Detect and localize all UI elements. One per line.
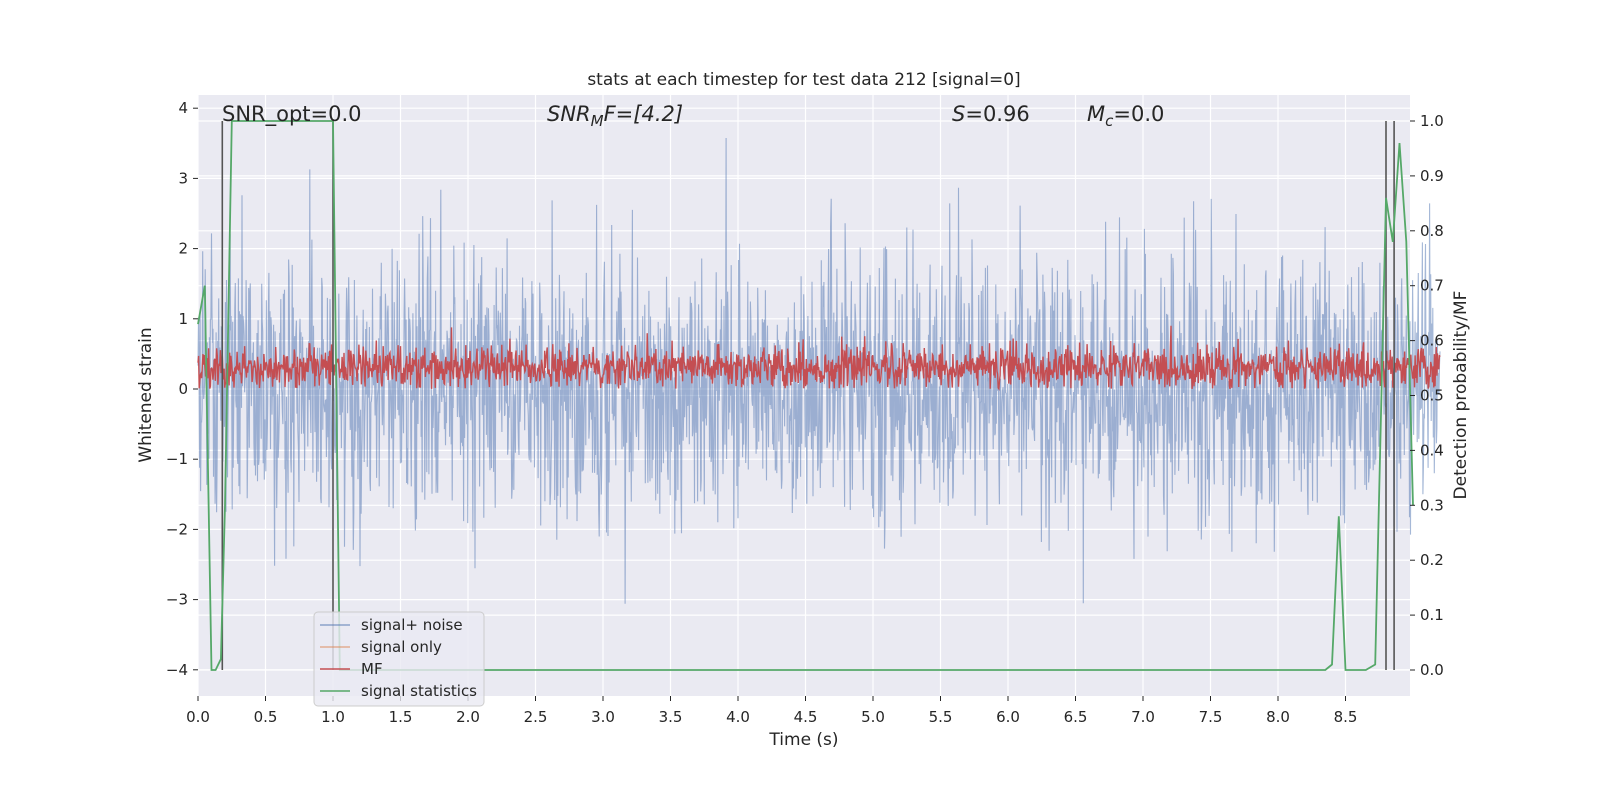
x-tick-label: 3.0 [591,708,615,726]
y-tick-label-right: 1.0 [1420,112,1444,130]
line-mf [197,325,1441,391]
line-signal-statistics [197,120,1414,671]
x-tick-label: 5.5 [929,708,953,726]
x-tick-label: 5.0 [861,708,885,726]
y-tick-label-right: 0.1 [1420,606,1444,624]
series-mf [197,325,1441,391]
annotation-snr-opt: SNR_opt=0.0 [222,102,362,127]
y-tick-label-left: 0 [178,380,188,398]
annotation-s: S=0.96 [952,102,1030,126]
series-signal-statistics [197,120,1414,671]
x-tick-label: 0.0 [186,708,210,726]
legend-label-signal-noise: signal+ noise [361,616,463,634]
series-signal-noise [197,137,1441,604]
x-axis-label: Time (s) [768,730,838,750]
legend-label-mf: MF [361,660,383,678]
y-tick-label-right: 0.0 [1420,661,1444,679]
y-ticks-left: −4 −3 −2 −1 0 1 2 3 4 [166,99,198,679]
legend-label-signal-statistics: signal statistics [361,682,477,700]
y-tick-label-left: −1 [166,450,188,468]
x-tick-label: 4.5 [794,708,818,726]
y-tick-label-left: 1 [178,310,188,328]
x-tick-label: 6.0 [996,708,1020,726]
y-tick-label-right: 0.8 [1420,222,1444,240]
y-tick-label-left: −4 [166,661,188,679]
y-tick-label-right: 0.5 [1420,387,1444,405]
x-tick-label: 4.0 [726,708,750,726]
y-tick-label-right: 0.7 [1420,277,1444,295]
y-tick-label-right: 0.4 [1420,441,1444,459]
legend: signal+ noise signal only MF signal stat… [313,611,485,707]
x-tick-label: 2.5 [524,708,548,726]
x-tick-label: 6.5 [1064,708,1088,726]
x-tick-label: 7.5 [1199,708,1223,726]
x-tick-label: 8.0 [1266,708,1290,726]
y-tick-label-right: 0.6 [1420,332,1444,350]
x-tick-label: 2.0 [456,708,480,726]
y-tick-label-left: −3 [166,591,188,609]
x-tick-label: 1.0 [321,708,345,726]
y-tick-label-right: 0.9 [1420,167,1444,185]
annotation-mc: Mc=0.0 [1087,102,1164,130]
y-ticks-right: 0.0 0.1 0.2 0.3 0.4 0.5 0.6 0.7 0.8 0.9 1.0 [1410,112,1444,679]
x-tick-label: 8.5 [1334,708,1358,726]
x-tick-label: 1.5 [389,708,413,726]
y-tick-label-left: 4 [178,99,188,117]
line-signal-noise [197,137,1441,604]
x-tick-label: 7.0 [1131,708,1155,726]
y-axis-label-left: Whitened strain [136,327,156,462]
y-tick-label-left: 2 [178,240,188,258]
y-tick-label-right: 0.3 [1420,496,1444,514]
x-ticks: 0.0 0.5 1.0 1.5 2.0 2.5 3.0 3.5 4.0 4.5 5.0 5.5 6.0 6… [186,696,1357,726]
y-axis-label-right: Detection probability/MF [1451,291,1471,500]
y-tick-label-left: 3 [178,169,188,187]
y-tick-label-right: 0.2 [1420,551,1444,569]
annotation-snr-mf: SNRMF=[4.2] [547,102,683,130]
x-tick-label: 3.5 [659,708,683,726]
x-tick-label: 0.5 [254,708,278,726]
chart-title: stats at each timestep for test data 212… [587,70,1020,90]
y-tick-label-left: −2 [166,520,188,538]
legend-label-signal-only: signal only [361,638,442,656]
